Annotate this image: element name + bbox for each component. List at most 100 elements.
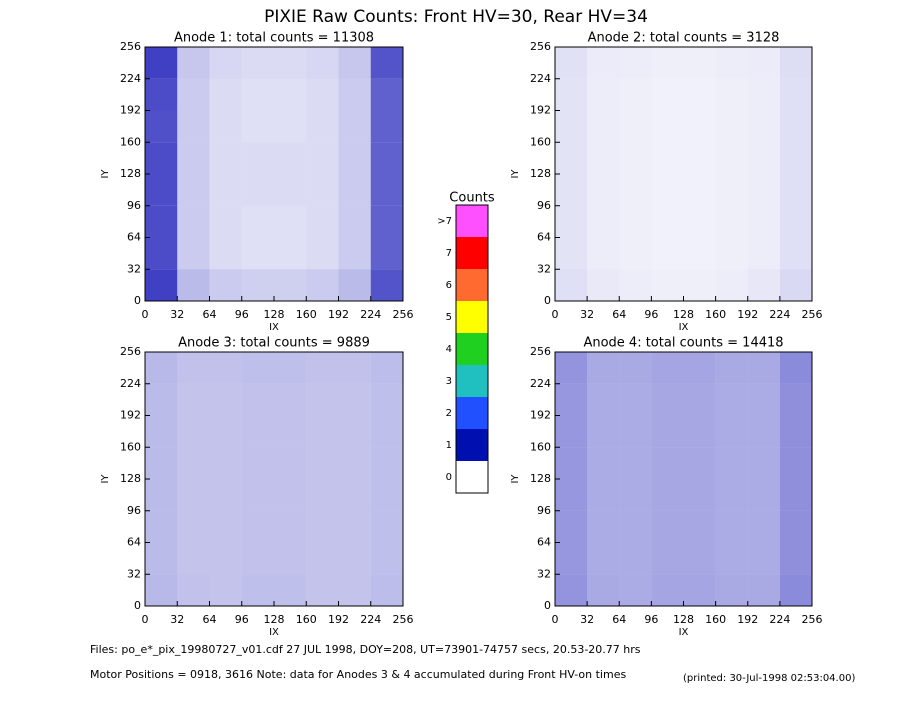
density-cell	[209, 110, 242, 143]
density-cell	[587, 142, 620, 174]
density-cell	[370, 142, 403, 174]
density-cell	[370, 78, 403, 111]
density-cell	[209, 78, 242, 111]
density-cell	[338, 174, 371, 206]
x-tick-label: 224	[769, 308, 790, 321]
density-cell	[274, 352, 307, 384]
density-cell	[715, 542, 748, 575]
y-tick-label: 64	[127, 231, 141, 244]
density-cell	[241, 174, 274, 206]
density-cell	[145, 110, 178, 143]
y-axis-label: IY	[100, 169, 111, 179]
density-cell	[683, 542, 716, 575]
density-cell	[177, 574, 210, 606]
density-cell	[715, 510, 748, 543]
density-cell	[370, 510, 403, 543]
density-cell	[587, 205, 620, 238]
x-axis-label: IX	[269, 322, 279, 333]
density-cell	[747, 352, 780, 384]
panel-title: Anode 2: total counts = 3128	[588, 31, 780, 46]
y-axis-label: IY	[510, 474, 521, 484]
density-cell	[177, 205, 210, 238]
density-cell	[651, 542, 684, 575]
density-cell	[338, 479, 371, 511]
y-tick-label: 256	[530, 345, 551, 358]
density-cell	[683, 352, 716, 384]
density-cell	[779, 542, 812, 575]
y-tick-label: 32	[127, 567, 141, 580]
density-cell	[619, 542, 652, 575]
density-cell	[555, 47, 588, 79]
density-cell	[209, 142, 242, 174]
density-cell	[779, 383, 812, 416]
density-cell	[241, 142, 274, 174]
density-cell	[274, 78, 307, 111]
density-cell	[651, 352, 684, 384]
density-cell	[619, 479, 652, 511]
density-cell	[747, 78, 780, 111]
x-tick-label: 192	[328, 613, 349, 626]
density-cell	[370, 47, 403, 79]
density-cell	[370, 415, 403, 448]
density-cell	[370, 447, 403, 479]
y-axis-label: IY	[100, 474, 111, 484]
density-cell	[651, 479, 684, 511]
density-cell	[715, 47, 748, 79]
density-cell	[145, 269, 178, 301]
y-tick-label: 0	[134, 599, 141, 612]
density-cell	[619, 383, 652, 416]
density-cell	[555, 269, 588, 301]
density-cell	[587, 383, 620, 416]
density-cell	[145, 205, 178, 238]
density-cell	[715, 237, 748, 270]
density-cell	[338, 542, 371, 575]
density-cell	[370, 269, 403, 301]
density-cell	[587, 237, 620, 270]
density-cell	[779, 205, 812, 238]
density-cell	[241, 237, 274, 270]
density-cell	[177, 415, 210, 448]
y-tick-label: 256	[530, 40, 551, 53]
density-cell	[619, 110, 652, 143]
y-tick-label: 32	[127, 262, 141, 275]
density-cell	[274, 542, 307, 575]
density-cell	[338, 269, 371, 301]
density-cell	[587, 415, 620, 448]
footer-files: Files: po_e*_pix_19980727_v01.cdf 27 JUL…	[90, 643, 641, 656]
density-cell	[715, 78, 748, 111]
density-cell	[555, 142, 588, 174]
y-tick-label: 192	[530, 104, 551, 117]
density-cell	[306, 269, 339, 301]
y-tick-label: 0	[544, 294, 551, 307]
density-cell	[209, 205, 242, 238]
density-cell	[370, 479, 403, 511]
density-cell	[306, 142, 339, 174]
density-cell	[177, 237, 210, 270]
x-tick-label: 32	[170, 613, 184, 626]
density-cell	[555, 510, 588, 543]
density-cell	[619, 205, 652, 238]
density-cell	[587, 574, 620, 606]
density-cell	[241, 574, 274, 606]
density-cell	[587, 352, 620, 384]
density-cell	[306, 237, 339, 270]
x-tick-label: 128	[673, 308, 694, 321]
density-cell	[715, 205, 748, 238]
density-cell	[747, 110, 780, 143]
density-cell	[241, 352, 274, 384]
colorbar-label: 7	[446, 248, 452, 259]
density-cell	[779, 510, 812, 543]
density-cell	[306, 110, 339, 143]
x-axis-label: IX	[679, 627, 689, 638]
density-cell	[306, 78, 339, 111]
density-cell	[683, 110, 716, 143]
density-cell	[779, 174, 812, 206]
density-cell	[274, 205, 307, 238]
density-cell	[779, 479, 812, 511]
density-cell	[619, 352, 652, 384]
density-cell	[338, 237, 371, 270]
density-cell	[241, 383, 274, 416]
x-tick-label: 96	[235, 613, 249, 626]
density-cell	[306, 383, 339, 416]
colorbar-label: 6	[446, 280, 452, 291]
